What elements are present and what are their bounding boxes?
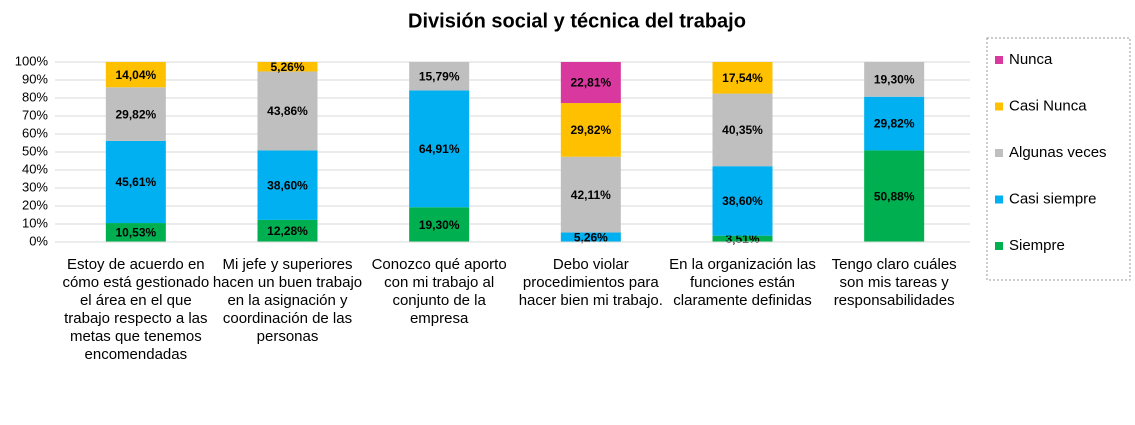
x-tick-label: En la organización las funciones están c… [669,256,816,309]
y-tick-label: 0% [29,233,48,248]
legend-swatch [995,195,1003,204]
bar-segment [409,90,470,208]
data-label: 14,04% [115,68,156,82]
bar-segment [409,207,470,242]
y-tick-label: 60% [22,125,48,140]
bar-segment [257,219,318,242]
y-tick-label: 30% [22,179,48,194]
legend-label: Casi Nunca [1009,97,1087,114]
bar-segment [712,62,773,94]
legend-label: Nunca [1009,51,1053,68]
bar-segment [105,223,166,242]
legend-label: Siempre [1009,237,1065,254]
bar-segment [105,140,166,224]
data-label: 45,61% [115,175,156,189]
legend-label: Casi siempre [1009,190,1097,207]
data-label: 10,53% [115,226,156,240]
data-label: 42,11% [571,188,611,202]
bar-segment [560,232,621,242]
y-tick-label: 40% [22,161,48,176]
data-label: 15,79% [419,69,460,83]
x-tick-label: Tengo claro cuáles son mis tareas y resp… [831,256,957,309]
y-tick-label: 90% [22,71,48,86]
bar-segment [257,150,318,220]
bar-segment [105,62,166,88]
bar-segment [257,62,318,72]
legend-swatch [995,149,1003,157]
bar-segment [864,96,925,151]
legend-label: Algunas veces [1009,144,1107,161]
y-tick-label: 70% [22,107,48,122]
legend-swatch [995,102,1003,111]
data-label: 29,82% [115,107,156,121]
data-label: 43,86% [267,104,308,118]
data-label: 40,35% [722,123,763,137]
data-label: 64,91% [419,142,460,156]
data-label: 50,88% [874,189,915,203]
bar-segment [105,87,166,141]
data-label: 19,30% [874,73,915,87]
data-label: 38,60% [722,194,763,208]
bar-segment [560,156,621,233]
data-label: 12,28% [267,224,308,238]
data-label: 5,26% [270,60,304,74]
y-tick-label: 100% [15,53,49,68]
data-label: 22,81% [570,76,611,90]
legend-box [986,37,1131,281]
x-tick-label: Conozco qué aporto con mi trabajo al con… [371,256,507,327]
x-tick-label: Estoy de acuerdo en cómo está gestionado… [62,256,210,363]
bar-segment [409,62,470,91]
bar-segment [712,166,773,236]
data-label: 29,82% [874,117,915,131]
bar-segment [257,71,318,151]
y-tick-label: 80% [22,89,48,104]
data-label: 5,26% [574,230,608,244]
data-label: 19,30% [419,218,460,232]
y-tick-label: 10% [22,215,48,230]
bar-segment [864,150,925,242]
legend-swatch [995,242,1003,250]
data-label: 29,82% [570,123,611,137]
data-label: 17,54% [722,71,763,85]
data-label: 38,60% [267,178,308,192]
y-tick-label: 50% [22,143,48,158]
x-tick-label: Debo violar procedimientos para hacer bi… [518,256,663,309]
bar-segment [712,235,773,242]
bar-segment [560,62,621,104]
x-tick-label: Mi jefe y superiores hacen un buen traba… [212,256,363,345]
bar-segment [560,103,621,157]
y-tick-label: 20% [22,197,48,212]
chart-title: División social y técnica del trabajo [408,10,746,32]
bar-segment [712,93,773,167]
bar-segment [864,62,925,97]
legend-swatch [995,56,1003,64]
